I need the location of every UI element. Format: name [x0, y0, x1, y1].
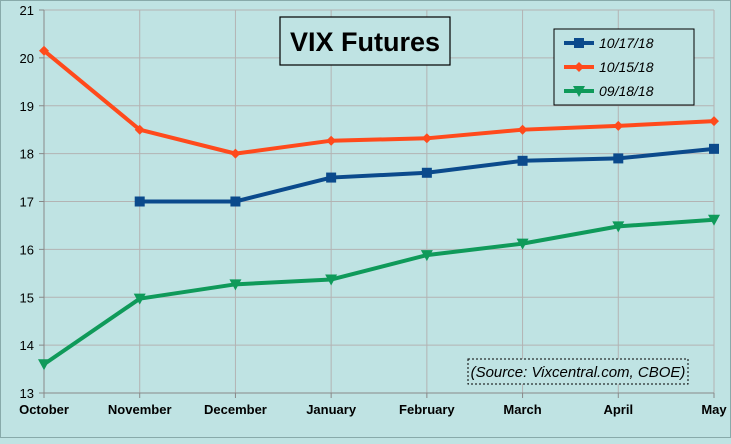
x-tick-label: May	[701, 402, 727, 417]
data-point-marker	[230, 196, 241, 207]
x-tick-label: February	[399, 402, 455, 417]
data-point-marker	[326, 135, 337, 146]
series-0	[134, 143, 719, 207]
x-tick-label: January	[306, 402, 357, 417]
data-point-marker	[517, 124, 528, 135]
legend-label: 10/17/18	[599, 35, 654, 51]
data-point-marker	[421, 167, 432, 178]
data-point-marker	[230, 148, 241, 159]
data-point-marker	[229, 279, 242, 291]
legend-item: 10/15/18	[564, 59, 654, 75]
x-tick-label: October	[19, 402, 69, 417]
y-tick-label: 20	[20, 51, 34, 66]
y-tick-label: 17	[20, 195, 34, 210]
data-point-marker	[420, 250, 433, 262]
data-point-marker	[708, 214, 720, 226]
x-tick-label: April	[603, 402, 633, 417]
data-point-marker	[613, 153, 624, 164]
data-point-marker	[421, 133, 432, 144]
data-point-marker	[38, 359, 50, 371]
x-tick-label: March	[503, 402, 541, 417]
series-lines	[38, 45, 720, 371]
data-point-marker	[574, 38, 584, 48]
legend-item: 09/18/18	[564, 83, 654, 99]
legend-label: 10/15/18	[599, 59, 654, 75]
series-line	[42, 49, 715, 156]
legend-item: 10/17/18	[564, 35, 654, 51]
data-point-marker	[709, 143, 719, 154]
data-point-marker	[573, 86, 585, 97]
data-point-marker	[134, 124, 145, 135]
y-tick-label: 19	[20, 99, 34, 114]
y-tick-label: 14	[20, 338, 34, 353]
data-point-marker	[709, 116, 719, 127]
series-1	[39, 45, 719, 159]
x-tick-label: November	[108, 402, 172, 417]
data-point-marker	[325, 274, 338, 286]
series-line	[42, 217, 715, 366]
data-point-marker	[326, 172, 337, 183]
y-tick-label: 18	[20, 147, 34, 162]
data-point-marker	[516, 238, 529, 250]
y-tick-label: 15	[20, 290, 34, 305]
data-point-marker	[612, 221, 625, 233]
y-tick-label: 21	[20, 3, 34, 18]
y-tick-label: 16	[20, 242, 34, 257]
data-point-marker	[613, 120, 624, 131]
data-point-marker	[134, 196, 145, 207]
series-2	[38, 214, 720, 371]
data-point-marker	[133, 293, 146, 305]
chart-title-box: VIX Futures	[279, 16, 451, 66]
legend-label: 09/18/18	[599, 83, 654, 99]
x-tick-label: December	[204, 402, 267, 417]
legend: 10/17/18 10/15/18 09/18/18	[553, 28, 695, 106]
data-point-marker	[517, 155, 528, 166]
source-note-box: (Source: Vixcentral.com, CBOE)	[467, 358, 689, 385]
axes: 13 14 15 16 17 18 19 20 21 October November Decembe…	[19, 3, 727, 417]
data-point-marker	[39, 45, 49, 56]
chart-title: VIX Futures	[290, 27, 440, 57]
y-tick-label: 13	[20, 386, 34, 401]
source-note: (Source: Vixcentral.com, CBOE)	[471, 364, 686, 381]
data-point-marker	[574, 62, 584, 72]
